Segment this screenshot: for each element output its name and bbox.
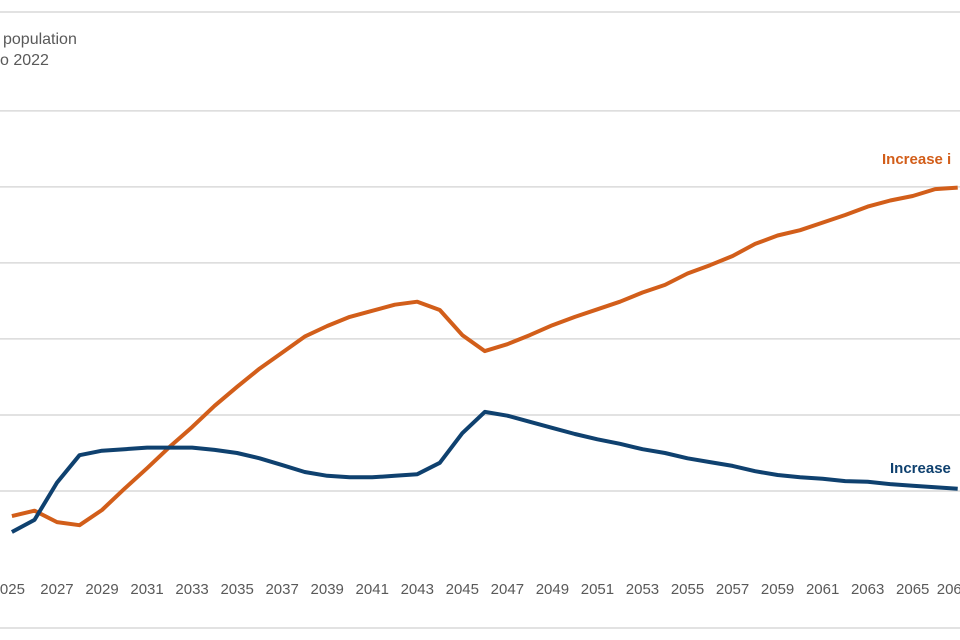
- series-label: Increase i: [882, 151, 951, 168]
- x-tick-label: 2043: [401, 581, 434, 598]
- x-tick-label: 2031: [130, 581, 163, 598]
- x-tick-label: 2055: [671, 581, 704, 598]
- x-tick-label: 2035: [220, 581, 253, 598]
- x-tick-label: 2063: [851, 581, 884, 598]
- x-tick-label: 2057: [716, 581, 749, 598]
- x-tick-label: 2045: [446, 581, 479, 598]
- x-tick-label: 2065: [896, 581, 929, 598]
- series-line: [10, 409, 958, 534]
- series-label: Increase: [890, 460, 951, 477]
- x-tick-label: 2059: [761, 581, 794, 598]
- x-tick-label: 2051: [581, 581, 614, 598]
- x-tick-label: 2053: [626, 581, 659, 598]
- chart-title: population: [3, 31, 77, 48]
- x-tick-label: 2041: [356, 581, 389, 598]
- x-tick-label: 2037: [265, 581, 298, 598]
- x-tick-label: 2049: [536, 581, 569, 598]
- chart-title: o 2022: [0, 52, 49, 69]
- x-tick-label: 206: [937, 581, 960, 598]
- x-tick-label: 2039: [311, 581, 344, 598]
- x-tick-label: 2061: [806, 581, 839, 598]
- x-tick-label: 2047: [491, 581, 524, 598]
- x-tick-label: 2033: [175, 581, 208, 598]
- x-tick-label: 025: [0, 581, 25, 598]
- x-tick-label: 2027: [40, 581, 73, 598]
- series-line: [11, 185, 958, 528]
- x-tick-label: 2029: [85, 581, 118, 598]
